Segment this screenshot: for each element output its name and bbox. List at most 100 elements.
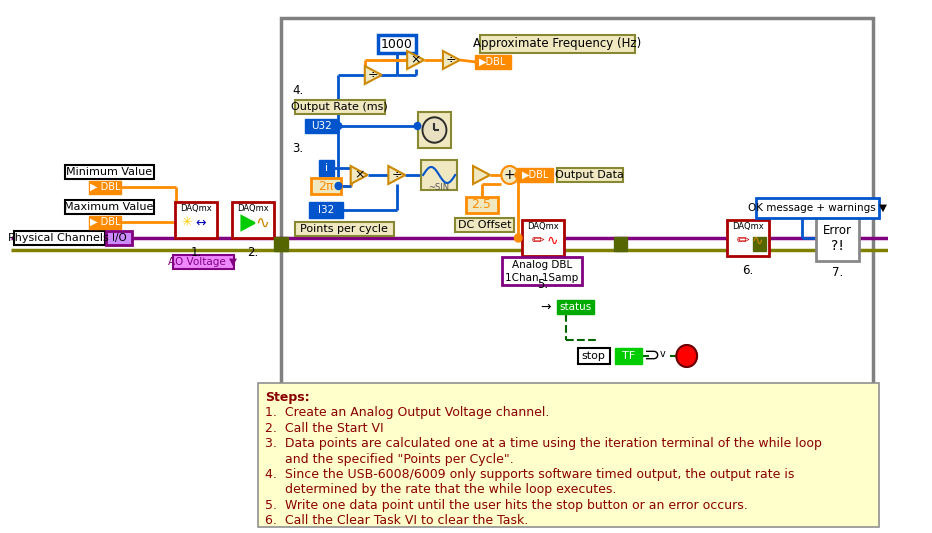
Bar [556, 168, 623, 182]
Text: Error: Error [823, 223, 852, 237]
Text: DAQmx: DAQmx [237, 204, 268, 213]
Bar [615, 348, 641, 364]
Bar [309, 202, 343, 218]
Text: ✏: ✏ [531, 233, 544, 248]
Bar [89, 215, 121, 229]
Circle shape [336, 123, 342, 130]
Bar [274, 237, 288, 251]
Text: and the specified "Points per Cycle".: and the specified "Points per Cycle". [265, 453, 514, 465]
Text: ↔: ↔ [196, 216, 206, 230]
Bar [231, 202, 274, 238]
Text: Output Data: Output Data [555, 170, 624, 180]
Text: 1Chan 1Samp: 1Chan 1Samp [505, 273, 579, 283]
Text: determined by the rate that the while loop executes.: determined by the rate that the while lo… [265, 483, 616, 497]
Text: ~SIN: ~SIN [429, 183, 450, 192]
Text: Maximum Value: Maximum Value [64, 202, 154, 212]
Text: Analog DBL: Analog DBL [512, 260, 572, 270]
Text: I/O: I/O [112, 233, 127, 243]
Bar [89, 181, 121, 193]
Text: v: v [659, 349, 665, 359]
Bar [455, 218, 514, 232]
Circle shape [677, 345, 697, 367]
Polygon shape [473, 166, 490, 184]
Text: 3.: 3. [293, 141, 304, 155]
Text: →: → [541, 301, 551, 313]
Text: ∿: ∿ [255, 214, 269, 232]
Polygon shape [364, 66, 382, 84]
Circle shape [414, 123, 421, 130]
Text: I32: I32 [318, 205, 335, 215]
Bar [106, 231, 132, 245]
Text: 6.: 6. [742, 263, 754, 277]
Text: ▶ DBL: ▶ DBL [89, 182, 120, 192]
Polygon shape [350, 166, 367, 184]
Text: 5.  Write one data point until the user hits the stop button or an error occurs.: 5. Write one data point until the user h… [265, 499, 747, 512]
Bar [522, 220, 564, 256]
Text: +: + [504, 168, 515, 182]
Bar [295, 100, 385, 114]
Text: OK message + warnings ▼: OK message + warnings ▼ [748, 203, 887, 213]
Circle shape [515, 172, 522, 179]
Bar [757, 198, 879, 218]
Text: ∿: ∿ [546, 234, 558, 248]
Text: ?!: ?! [831, 239, 843, 253]
Bar [295, 222, 394, 236]
Polygon shape [407, 51, 424, 69]
Text: 1000: 1000 [381, 37, 413, 51]
Circle shape [336, 182, 342, 190]
Bar [480, 35, 635, 53]
Text: U32: U32 [311, 121, 332, 131]
Bar [475, 55, 511, 69]
Text: 4.: 4. [293, 84, 304, 96]
Text: Steps:: Steps: [265, 391, 309, 404]
Text: DAQmx: DAQmx [527, 222, 558, 230]
Text: 5.: 5. [537, 279, 548, 292]
Polygon shape [443, 51, 459, 69]
Bar [64, 200, 154, 214]
Text: ⊃: ⊃ [643, 345, 659, 365]
Bar [614, 237, 627, 251]
Text: DAQmx: DAQmx [181, 204, 212, 213]
Circle shape [422, 117, 446, 143]
Text: Physical Channels: Physical Channels [8, 233, 109, 243]
Text: status: status [559, 302, 592, 312]
Bar [418, 112, 451, 148]
Text: 2.: 2. [247, 246, 258, 259]
Text: ×: × [410, 53, 421, 67]
Text: 2.  Call the Start VI: 2. Call the Start VI [265, 422, 384, 434]
Text: ÷: ÷ [391, 168, 402, 182]
Text: 7.: 7. [831, 266, 843, 279]
Text: ÷: ÷ [368, 69, 378, 82]
Bar [578, 348, 610, 364]
Bar [305, 119, 338, 133]
Text: ▶ DBL: ▶ DBL [89, 217, 120, 227]
Bar [517, 168, 553, 182]
Bar [258, 383, 879, 527]
Bar [319, 160, 334, 176]
Text: 1.: 1. [191, 246, 202, 259]
Polygon shape [389, 166, 405, 184]
Text: Points per cycle: Points per cycle [300, 224, 388, 234]
Bar [556, 300, 595, 314]
Bar [281, 18, 873, 385]
Text: 1.  Create an Analog Output Voltage channel.: 1. Create an Analog Output Voltage chann… [265, 406, 549, 419]
Text: i: i [324, 163, 328, 173]
Text: 4.  Since the USB-6008/6009 only supports software timed output, the output rate: 4. Since the USB-6008/6009 only supports… [265, 468, 794, 481]
Text: 2π: 2π [319, 180, 334, 192]
Text: DC Offset: DC Offset [458, 220, 511, 230]
Text: ÷: ÷ [446, 53, 457, 67]
Bar [311, 178, 341, 194]
Text: 3.  Data points are calculated one at a time using the iteration terminal of the: 3. Data points are calculated one at a t… [265, 437, 822, 450]
Bar [465, 197, 498, 213]
Text: Output Rate (ms): Output Rate (ms) [291, 102, 388, 112]
Polygon shape [241, 216, 254, 230]
Bar [502, 257, 582, 285]
Circle shape [501, 166, 518, 184]
Text: ✏: ✏ [737, 233, 749, 248]
Circle shape [424, 119, 445, 141]
Bar [727, 220, 769, 256]
Text: DAQmx: DAQmx [732, 222, 764, 230]
Bar [175, 202, 217, 238]
Text: 6.  Call the Clear Task VI to clear the Task.: 6. Call the Clear Task VI to clear the T… [265, 514, 528, 528]
Bar [172, 255, 234, 269]
